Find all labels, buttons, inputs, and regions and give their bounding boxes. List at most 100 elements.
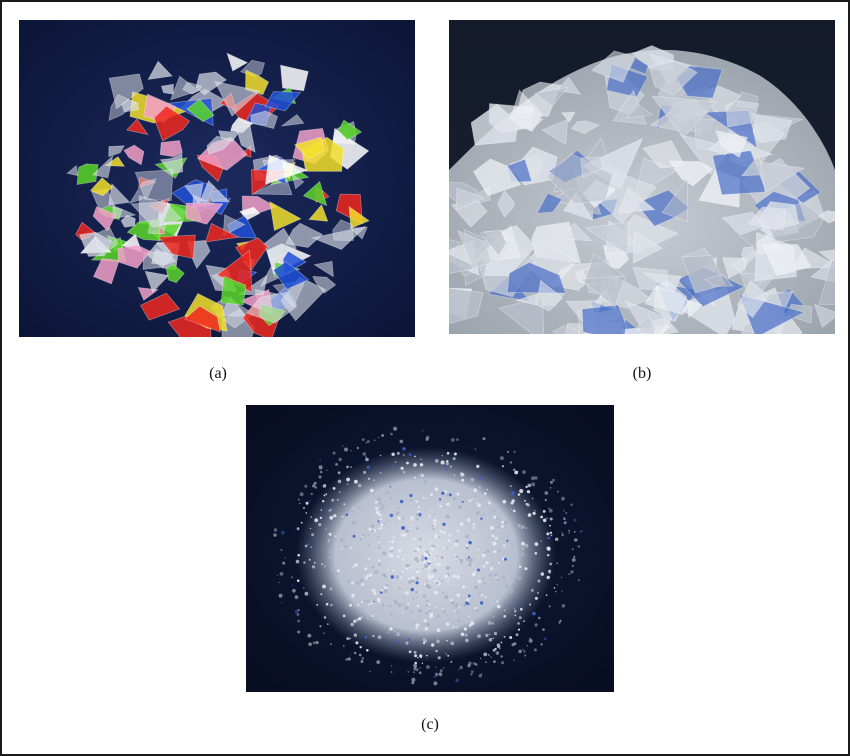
- granule: [431, 509, 432, 510]
- granule: [457, 611, 459, 613]
- granule: [578, 579, 580, 581]
- granule: [415, 500, 418, 503]
- granule: [416, 513, 419, 516]
- granule: [510, 461, 512, 463]
- granule: [512, 499, 515, 502]
- granule: [417, 562, 419, 564]
- granule: [476, 512, 480, 516]
- granule: [470, 621, 474, 625]
- granule: [309, 500, 310, 501]
- granule: [416, 627, 418, 629]
- granule: [454, 474, 455, 475]
- granule: [381, 434, 384, 437]
- granule: [350, 653, 351, 654]
- granule: [435, 666, 436, 667]
- granule: [403, 592, 405, 594]
- granule: [319, 625, 321, 627]
- granule: [519, 616, 522, 619]
- granule: [519, 489, 523, 493]
- granule: [433, 519, 437, 523]
- granule: [441, 580, 443, 582]
- granule: [389, 627, 393, 631]
- granule: [533, 512, 536, 515]
- granule: [350, 623, 353, 626]
- granule: [482, 492, 483, 493]
- granule: [438, 536, 440, 538]
- granule: [341, 548, 343, 550]
- granule: [519, 577, 522, 580]
- granule: [524, 654, 526, 656]
- granule: [454, 610, 456, 612]
- granule: [522, 649, 523, 650]
- granule: [525, 527, 527, 529]
- granule: [357, 604, 359, 606]
- granule: [351, 594, 354, 597]
- granule: [347, 580, 350, 583]
- granule: [547, 554, 549, 556]
- granule: [546, 518, 547, 519]
- granule: [486, 561, 489, 564]
- granule: [379, 502, 382, 505]
- granule: [338, 480, 342, 484]
- granule: [382, 604, 385, 607]
- granule: [411, 588, 414, 591]
- granule: [465, 634, 468, 637]
- granule: [437, 563, 440, 566]
- granule: [456, 493, 459, 496]
- granule: [417, 605, 420, 608]
- granule: [417, 596, 419, 598]
- granule: [444, 574, 448, 578]
- granule: [367, 558, 369, 560]
- granule: [400, 500, 404, 504]
- granule: [561, 590, 562, 591]
- granule: [450, 642, 454, 646]
- granule: [529, 603, 531, 605]
- granule: [461, 633, 465, 637]
- granule: [391, 671, 393, 673]
- granule: [443, 531, 446, 534]
- granule: [297, 554, 300, 557]
- photo-panel-a: [19, 20, 415, 337]
- granule: [514, 471, 518, 475]
- granule: [338, 471, 341, 474]
- granule: [405, 533, 408, 536]
- granule: [291, 576, 293, 578]
- granule: [337, 569, 340, 572]
- granule: [410, 477, 413, 480]
- granule: [415, 623, 419, 627]
- granule: [493, 550, 496, 553]
- granule: [485, 634, 488, 637]
- granule: [300, 492, 304, 496]
- granule: [465, 639, 469, 643]
- granule: [297, 631, 300, 634]
- granule: [473, 523, 476, 526]
- granule: [392, 465, 394, 467]
- granule: [360, 538, 362, 540]
- granule: [526, 503, 528, 505]
- granule: [413, 668, 416, 671]
- granule: [409, 453, 412, 456]
- granule: [439, 579, 441, 581]
- granule: [364, 529, 366, 531]
- granule: [360, 646, 362, 648]
- granule: [426, 498, 427, 499]
- granule: [504, 521, 508, 525]
- granule: [531, 476, 535, 480]
- granule: [501, 661, 504, 664]
- granule: [338, 458, 341, 461]
- granule: [430, 547, 434, 551]
- granule: [389, 554, 393, 558]
- granule: [397, 452, 400, 455]
- granule: [473, 662, 476, 665]
- granule: [354, 633, 357, 636]
- granule: [374, 439, 376, 441]
- granule: [561, 532, 563, 534]
- granule: [430, 613, 434, 617]
- granule: [410, 566, 412, 568]
- granule: [470, 673, 472, 675]
- granule: [462, 501, 464, 503]
- granule: [355, 619, 358, 622]
- granule: [447, 581, 449, 583]
- granule: [479, 592, 481, 594]
